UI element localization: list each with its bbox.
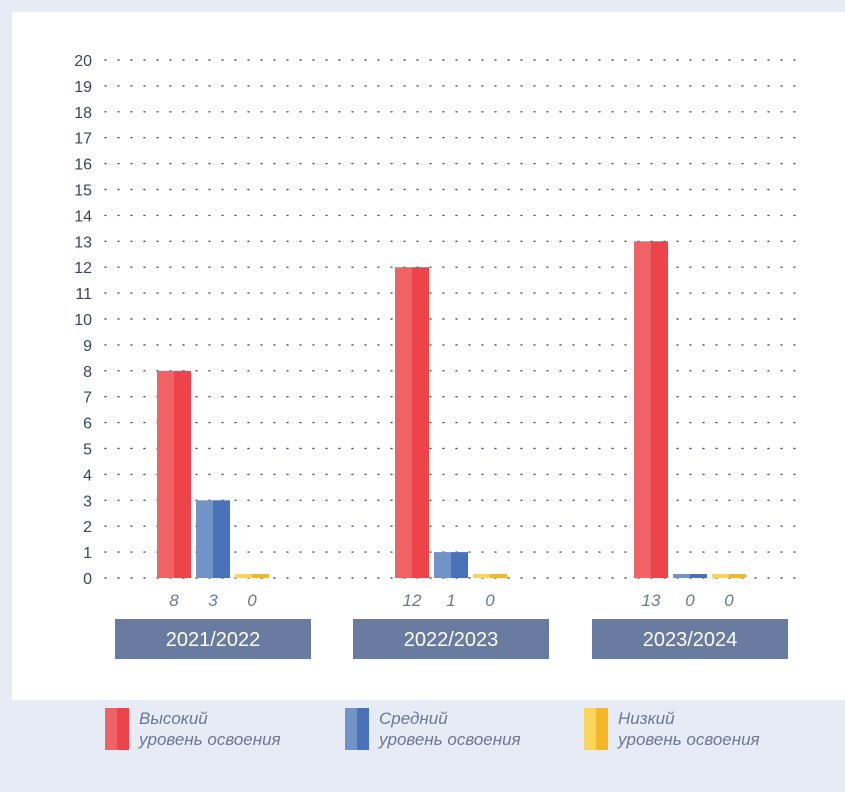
y-tick-label: 15: [74, 183, 92, 200]
bar-left-face: [157, 370, 174, 578]
bar-right-face: [174, 370, 191, 578]
y-tick-label: 2: [83, 519, 92, 536]
y-tick-label: 5: [83, 442, 92, 459]
legend-label-medium-line2: уровень освоения: [379, 730, 521, 749]
bar-right-face: [729, 574, 746, 578]
bar-left-face: [673, 574, 690, 578]
bar-value-label: 0: [724, 591, 734, 610]
bar-right-face: [690, 574, 707, 578]
bar-right-face: [412, 267, 429, 578]
bar-left-face: [634, 241, 651, 579]
bar-left-face: [434, 552, 451, 578]
category-label: 2023/2024: [643, 629, 738, 651]
y-tick-label: 4: [83, 467, 92, 484]
y-tick-label: 20: [74, 53, 92, 70]
y-tick-label: 7: [83, 390, 92, 407]
y-tick-label: 8: [83, 364, 92, 381]
bar-left-face: [395, 267, 412, 578]
bar-right-face: [651, 241, 668, 579]
y-tick-label: 17: [74, 131, 92, 148]
legend-label-high-line1: Высокий: [139, 709, 208, 728]
y-tick-label: 11: [75, 286, 92, 303]
bar-value-label: 0: [685, 591, 695, 610]
legend-swatch-medium: [345, 708, 369, 750]
legend-item-low: Низкий уровень освоения: [584, 708, 760, 750]
bar-value-label: 12: [403, 591, 422, 610]
legend-item-medium: Средний уровень освоения: [345, 708, 521, 750]
y-tick-label: 18: [74, 105, 92, 122]
bar-value-label: 0: [485, 591, 495, 610]
category-label-box: [353, 619, 549, 659]
legend-item-high: Высокий уровень освоения: [105, 708, 281, 750]
y-tick-label: 12: [74, 260, 92, 277]
y-tick-label: 16: [74, 157, 92, 174]
y-tick-label: 3: [83, 493, 92, 510]
legend-label-high-line2: уровень освоения: [139, 730, 281, 749]
y-tick-label: 13: [74, 234, 92, 251]
bar-value-label: 8: [169, 591, 179, 610]
category-label-box: [592, 619, 788, 659]
y-tick-label: 10: [74, 312, 92, 329]
y-tick-label: 6: [83, 416, 92, 433]
y-tick-label: 1: [83, 545, 92, 562]
y-tick-label: 19: [74, 79, 92, 96]
category-label: 2022/2023: [404, 629, 499, 651]
category-label: 2021/2022: [166, 629, 261, 651]
bar-left-face: [196, 500, 213, 578]
bar-value-label: 13: [642, 591, 661, 610]
y-tick-label: 9: [83, 338, 92, 355]
category-label-box: [115, 619, 311, 659]
bar-right-face: [252, 574, 269, 578]
bar-left-face: [712, 574, 729, 578]
bar-left-face: [235, 574, 252, 578]
legend-swatch-high: [105, 708, 129, 750]
bar-value-label: 0: [247, 591, 257, 610]
bar-right-face: [451, 552, 468, 578]
legend-swatch-low: [584, 708, 608, 750]
legend-label-low-line1: Низкий: [618, 709, 675, 728]
legend-label-low-line2: уровень освоения: [618, 730, 760, 749]
bar-value-label: 1: [446, 591, 455, 610]
bar-value-label: 3: [208, 591, 218, 610]
y-tick-label: 0: [83, 571, 92, 588]
bar-left-face: [473, 574, 490, 578]
y-tick-label: 14: [74, 208, 92, 225]
bar-right-face: [490, 574, 507, 578]
legend-label-medium-line1: Средний: [379, 709, 448, 728]
bar-right-face: [213, 500, 230, 578]
